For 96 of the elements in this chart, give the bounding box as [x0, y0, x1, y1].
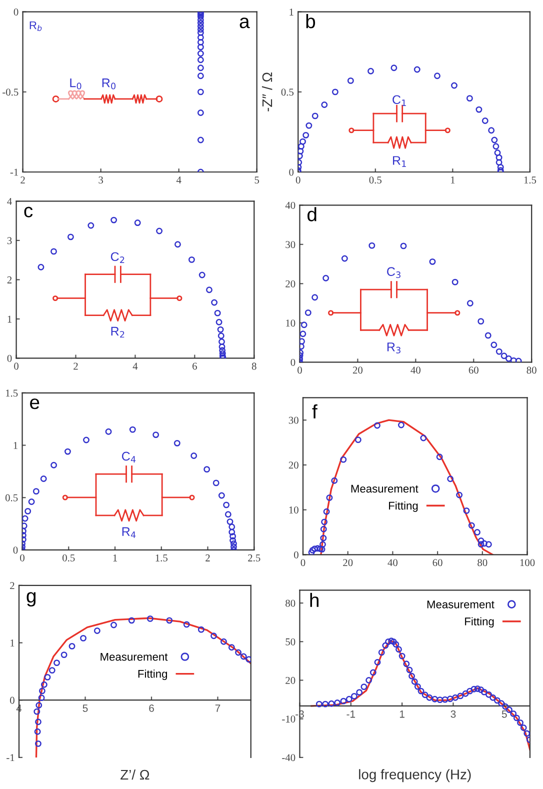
x-tick-label: 0.5	[62, 554, 75, 562]
legend-label: Fitting	[465, 617, 494, 628]
y-tick-label: 20	[286, 676, 296, 684]
annotation: R$_{2}$	[111, 326, 124, 338]
y-tick-label: 0	[14, 8, 18, 16]
annotation: e	[30, 398, 40, 410]
y-tick-label: 0	[10, 696, 14, 704]
annotation: R$_{1}$	[393, 156, 406, 167]
x-tick-label: 1.5	[524, 176, 536, 184]
annotation: g	[26, 592, 36, 607]
y-tick-label: 0	[7, 354, 12, 362]
y-tick-label: 10	[289, 506, 298, 514]
y-tick-label: 30	[286, 241, 296, 248]
y-tick-label: 2	[7, 276, 12, 284]
annotation: C$_{2}$	[110, 252, 124, 263]
x-tick-label: 8	[252, 362, 256, 370]
x-tick-label: 40	[388, 559, 398, 566]
annotation: R$_{b}$	[30, 21, 42, 32]
y-tick-label: 80	[286, 600, 296, 607]
x-tick-label: 4	[176, 176, 182, 184]
x-tick-label: 100	[520, 559, 535, 566]
x-axis-title: log frequency (Hz)	[359, 769, 471, 782]
annotation: L$_{0}$	[70, 78, 82, 90]
legend-label: Measurement	[427, 600, 494, 608]
y-tick-label: 4	[7, 198, 12, 205]
x-tick-label: 1.5	[156, 554, 168, 562]
y-tick-label: 2	[10, 582, 14, 590]
y-tick-label: -40	[282, 754, 296, 762]
annotation: R$_{0}$	[102, 78, 116, 90]
line-series	[35, 617, 251, 758]
x-tick-label: 2	[74, 362, 78, 370]
x-tick-label: 1	[450, 176, 455, 184]
annotation: R$_{4}$	[122, 527, 136, 538]
legend-label: Fitting	[389, 501, 418, 512]
x-tick-label: 6	[192, 362, 197, 370]
x-tick-label: 20	[352, 366, 363, 374]
line-series	[320, 419, 494, 555]
annotation: f	[312, 404, 318, 418]
x-tick-label: 1	[113, 554, 117, 562]
y-tick-label: 0	[13, 546, 18, 554]
annotation: b	[306, 14, 316, 28]
legend-label: Fitting	[138, 670, 167, 680]
x-tick-label: 3	[450, 710, 456, 718]
y-tick-label: 20	[286, 280, 296, 288]
x-tick-label: 3	[98, 176, 104, 184]
y-tick-label: -1	[6, 754, 14, 762]
x-tick-label: 2.5	[248, 554, 260, 562]
y-tick-label: 1	[8, 316, 12, 323]
y-tick-label: 10	[286, 320, 296, 327]
annotation: d	[308, 207, 316, 222]
y-tick-label: 1	[290, 8, 294, 16]
y-axis-title: -Z″ / Ω	[262, 72, 272, 112]
annotation: R$_{3}$	[387, 342, 400, 354]
y-tick-label: 40	[285, 202, 296, 209]
x-tick-label: 2	[206, 554, 210, 562]
annotation: C$_{3}$	[387, 267, 400, 278]
x-tick-label: 40	[410, 366, 420, 374]
annotation: C$_{1}$	[392, 95, 406, 106]
x-tick-label: 5	[502, 710, 507, 718]
y-tick-label: 1	[10, 640, 14, 646]
annotation: h	[310, 592, 318, 607]
y-tick-label: -1	[10, 168, 18, 176]
x-tick-label: 5	[254, 176, 260, 184]
x-tick-label: 0	[20, 554, 24, 562]
y-tick-label: 1	[14, 442, 18, 449]
x-tick-label: 6	[149, 704, 154, 712]
y-tick-label: -0.5	[2, 88, 18, 96]
legend-label: Measurement	[100, 652, 168, 661]
line-series	[310, 640, 530, 751]
x-tick-label: 80	[478, 559, 488, 566]
x-tick-label: 20	[343, 559, 353, 566]
y-tick-label: 20	[288, 462, 298, 469]
x-tick-label: 5	[82, 704, 88, 712]
x-tick-label: 0	[300, 559, 306, 566]
x-tick-label: 60	[432, 559, 442, 566]
x-tick-label: 4	[132, 362, 138, 370]
x-tick-label: -1	[346, 710, 356, 718]
annotation: a	[240, 18, 250, 28]
y-tick-label: 50	[286, 638, 296, 646]
y-tick-label: 0.5	[281, 88, 294, 96]
x-tick-label: 60	[468, 366, 478, 374]
y-tick-label: 0.5	[5, 494, 18, 502]
y-tick-label: -10	[282, 716, 296, 723]
y-tick-label: 3	[7, 237, 12, 244]
x-axis-title: Z’/ Ω	[120, 769, 150, 780]
annotation: c	[24, 206, 33, 218]
y-tick-label: 1.5	[6, 390, 18, 397]
y-tick-label: 30	[288, 416, 298, 424]
x-tick-label: 7	[215, 704, 220, 712]
x-tick-label: 2	[20, 176, 25, 184]
x-tick-label: 1	[400, 710, 404, 718]
x-tick-label: 0.5	[369, 176, 382, 184]
legend-label: Measurement	[351, 484, 418, 493]
x-tick-label: 80	[526, 366, 536, 374]
annotation: C$_{4}$	[122, 452, 136, 463]
y-tick-label: 0	[289, 168, 294, 176]
